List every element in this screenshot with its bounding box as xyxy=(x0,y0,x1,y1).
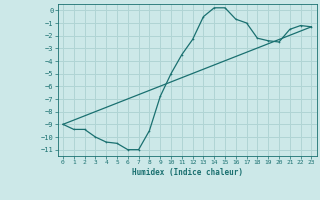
X-axis label: Humidex (Indice chaleur): Humidex (Indice chaleur) xyxy=(132,168,243,177)
